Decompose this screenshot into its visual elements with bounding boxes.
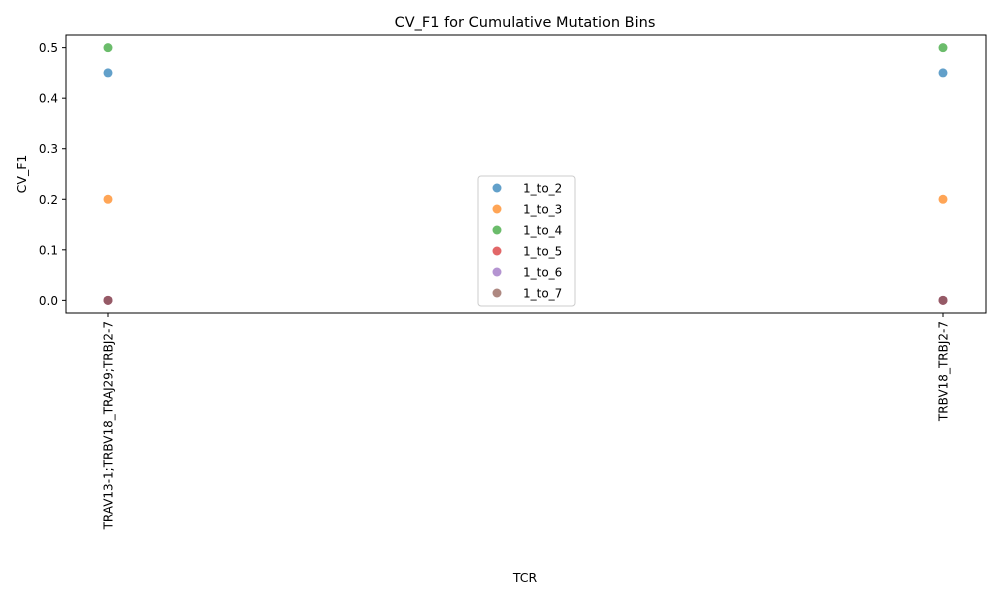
x-tick-label: TRBV18_TRBJ2-7 xyxy=(937,321,951,422)
point-1_to_3 xyxy=(103,194,113,204)
point-1_to_2 xyxy=(103,68,113,78)
legend-label: 1_to_7 xyxy=(523,287,562,301)
data-points xyxy=(103,43,948,305)
point-1_to_4 xyxy=(103,43,113,53)
point-1_to_7 xyxy=(938,295,948,305)
y-tick-label: 0.4 xyxy=(39,92,58,106)
y-axis-ticks: 0.0 0.1 0.2 0.3 0.4 0.5 xyxy=(39,41,66,308)
legend-label: 1_to_4 xyxy=(523,224,562,238)
legend-marker-1_to_7 xyxy=(492,288,502,298)
legend-marker-1_to_4 xyxy=(492,225,502,235)
x-axis-ticks: TRAV13-1;TRBV18_TRAJ29;TRBJ2-7 TRBV18_TRB… xyxy=(102,313,951,530)
chart-title: CV_F1 for Cumulative Mutation Bins xyxy=(395,15,656,31)
x-tick-label: TRAV13-1;TRBV18_TRAJ29;TRBJ2-7 xyxy=(102,321,116,530)
legend-label: 1_to_2 xyxy=(523,182,562,196)
y-tick-label: 0.0 xyxy=(39,294,58,308)
legend-marker-1_to_3 xyxy=(492,204,502,214)
x-axis-label: TCR xyxy=(512,570,538,585)
legend-marker-1_to_2 xyxy=(492,183,502,193)
legend-marker-1_to_5 xyxy=(492,246,502,256)
y-tick-label: 0.5 xyxy=(39,41,58,55)
point-1_to_3 xyxy=(938,194,948,204)
point-1_to_2 xyxy=(938,68,948,78)
legend-label: 1_to_5 xyxy=(523,245,562,259)
legend-frame xyxy=(477,175,576,307)
y-tick-label: 0.2 xyxy=(39,193,58,207)
y-tick-label: 0.1 xyxy=(39,243,58,257)
legend-label: 1_to_3 xyxy=(523,203,562,217)
legend: 1_to_2 1_to_3 1_to_4 1_to_5 1_to_6 1_to_7 xyxy=(477,175,576,307)
plot-area-frame xyxy=(65,34,987,314)
y-axis-label: CV_F1 xyxy=(14,155,29,194)
legend-marker-1_to_6 xyxy=(492,267,502,277)
point-1_to_7 xyxy=(103,295,113,305)
point-1_to_4 xyxy=(938,43,948,53)
y-tick-label: 0.3 xyxy=(39,142,58,156)
legend-label: 1_to_6 xyxy=(523,266,562,280)
